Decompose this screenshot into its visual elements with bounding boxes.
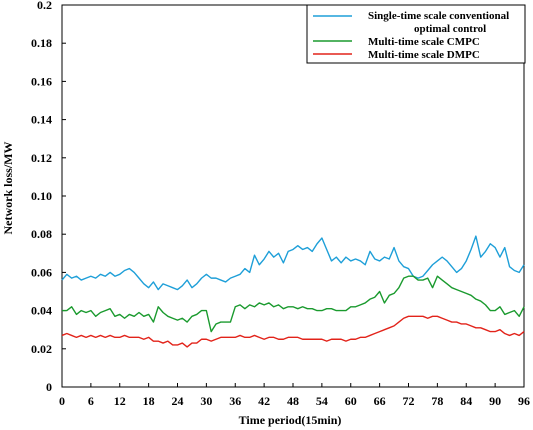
x-tick-label: 54 (316, 394, 328, 408)
legend-label-dmpc: Multi-time scale DMPC (368, 49, 480, 61)
x-tick-label: 12 (114, 394, 126, 408)
x-tick-label: 72 (403, 394, 415, 408)
x-tick-label: 66 (374, 394, 386, 408)
y-tick-label: 0.08 (31, 227, 52, 241)
legend: Single-time scale conventional optimal c… (306, 4, 526, 64)
legend-label-conventional-line2: optimal control (414, 23, 486, 35)
y-tick-label: 0.16 (31, 74, 52, 88)
legend-label-cmpc: Multi-time scale CMPC (368, 36, 480, 48)
y-axis-label: Network loss/MW (1, 142, 15, 235)
x-tick-label: 48 (287, 394, 299, 408)
y-tick-label: 0 (46, 380, 52, 394)
x-tick-label: 84 (460, 394, 472, 408)
legend-label-conventional-line1: Single-time scale conventional (368, 10, 509, 22)
x-tick-label: 90 (489, 394, 501, 408)
x-tick-label: 60 (345, 394, 357, 408)
y-tick-label: 0.06 (31, 265, 52, 279)
y-tick-label: 0.04 (31, 304, 52, 318)
x-tick-label: 30 (200, 394, 212, 408)
x-tick-label: 6 (88, 394, 94, 408)
y-tick-label: 0.14 (31, 113, 52, 127)
y-tick-label: 0.02 (31, 342, 52, 356)
x-axis-label: Time period(15min) (239, 413, 342, 427)
x-tick-label: 36 (229, 394, 241, 408)
y-tick-label: 0.10 (31, 189, 52, 203)
y-tick-label: 0.12 (31, 151, 52, 165)
x-tick-label: 24 (172, 394, 184, 408)
y-axis: 0 0.02 0.04 0.06 0.08 0.10 0.12 0.14 0.16 0.18 0.2 (31, 0, 66, 394)
x-tick-label: 18 (143, 394, 155, 408)
series-lines (61, 235, 525, 348)
series-conventional-line (61, 235, 525, 291)
y-tick-label: 0.18 (31, 36, 52, 50)
x-tick-label: 42 (258, 394, 270, 408)
x-tick-label: 96 (518, 394, 530, 408)
x-tick-label: 78 (431, 394, 443, 408)
series-dmpc-line (61, 315, 525, 348)
x-tick-label: 0 (59, 394, 65, 408)
x-axis: 0 6 12 18 24 30 36 42 48 54 60 66 72 78 84 90 96 (59, 383, 530, 408)
y-tick-label: 0.2 (37, 0, 52, 12)
series-cmpc-line (62, 275, 525, 333)
